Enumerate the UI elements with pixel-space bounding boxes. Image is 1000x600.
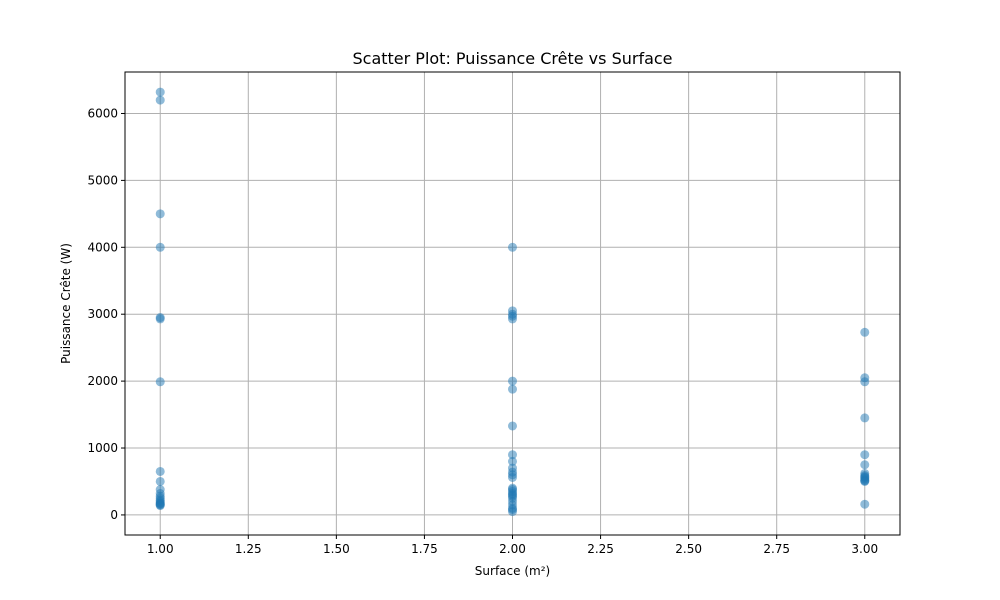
- x-axis-ticks: 1.00 1.25 1.50 1.75 2.00 2.25 2.50 2.75 3.00: [147, 535, 878, 556]
- x-tick-label: 2.25: [587, 542, 614, 556]
- scatter-point: [860, 327, 870, 337]
- x-tick-label: 1.75: [411, 542, 438, 556]
- data-points: [155, 87, 870, 517]
- scatter-point: [860, 460, 870, 470]
- x-tick-label: 2.50: [675, 542, 702, 556]
- y-tick-label: 3000: [87, 307, 118, 321]
- scatter-point: [155, 87, 165, 97]
- scatter-point: [155, 466, 165, 476]
- y-axis-ticks: 0 1000 2000 3000 4000 5000 6000: [87, 106, 125, 522]
- scatter-point: [860, 377, 870, 387]
- y-tick-label: 2000: [87, 374, 118, 388]
- scatter-point: [860, 413, 870, 423]
- scatter-point: [508, 472, 517, 482]
- x-tick-label: 1.25: [235, 542, 262, 556]
- scatter-point: [155, 209, 165, 219]
- scatter-point: [155, 314, 165, 324]
- y-tick-label: 1000: [87, 441, 118, 455]
- x-axis-label: Surface (m²): [475, 564, 550, 578]
- scatter-point: [508, 376, 517, 386]
- y-tick-label: 6000: [87, 106, 118, 120]
- scatter-point: [155, 499, 165, 509]
- x-tick-label: 3.00: [851, 542, 878, 556]
- x-tick-label: 2.75: [763, 542, 790, 556]
- y-axis-label: Puissance Crête (W): [59, 243, 73, 364]
- scatter-point: [155, 476, 165, 486]
- scatter-point: [508, 314, 517, 324]
- y-tick-label: 5000: [87, 173, 118, 187]
- scatter-point: [155, 242, 165, 252]
- scatter-point: [155, 95, 165, 105]
- scatter-point: [155, 377, 165, 387]
- scatter-point: [508, 421, 517, 431]
- scatter-point: [860, 450, 870, 460]
- y-tick-label: 0: [110, 508, 118, 522]
- x-tick-label: 1.50: [323, 542, 350, 556]
- scatter-point: [508, 242, 517, 252]
- scatter-point: [508, 456, 517, 466]
- scatter-point: [508, 507, 517, 517]
- y-tick-label: 4000: [87, 240, 118, 254]
- scatter-point: [508, 450, 517, 460]
- x-tick-label: 1.00: [147, 542, 174, 556]
- scatter-point: [860, 476, 870, 486]
- x-tick-label: 2.00: [499, 542, 526, 556]
- chart-title: Scatter Plot: Puissance Crête vs Surface: [352, 49, 672, 68]
- scatter-point: [508, 384, 517, 394]
- scatter-point: [860, 499, 870, 509]
